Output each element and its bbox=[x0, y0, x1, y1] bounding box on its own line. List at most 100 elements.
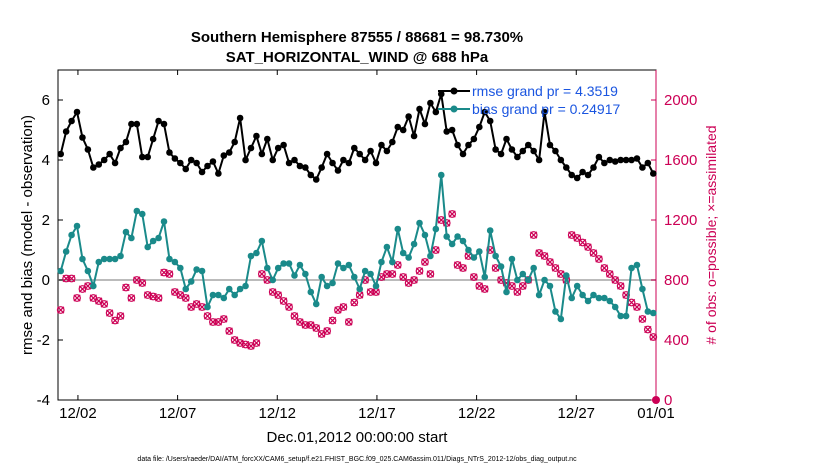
bias-point bbox=[492, 252, 499, 260]
rmse-point bbox=[432, 108, 440, 116]
bias-point bbox=[628, 264, 635, 272]
bias-point bbox=[323, 282, 331, 290]
rmse-point bbox=[503, 135, 510, 143]
possible-point bbox=[600, 264, 609, 272]
x-tick-label: 12/12 bbox=[258, 405, 296, 422]
possible-point bbox=[584, 243, 592, 251]
x-tick-label: 12/27 bbox=[557, 405, 595, 422]
assimilated-point bbox=[611, 276, 619, 284]
rmse-point bbox=[405, 113, 412, 120]
assimilated-point bbox=[394, 261, 402, 269]
bias-point bbox=[470, 254, 478, 261]
possible-point bbox=[116, 312, 125, 320]
bias-point bbox=[242, 282, 249, 290]
assimilated-point bbox=[203, 312, 212, 320]
rmse-point bbox=[394, 123, 402, 131]
rmse-point bbox=[198, 168, 206, 176]
rmse-point bbox=[514, 153, 521, 161]
bias-point bbox=[367, 270, 374, 278]
bias-point bbox=[432, 225, 440, 233]
bias-point bbox=[160, 218, 168, 225]
bias-point bbox=[595, 294, 603, 302]
assimilated-point bbox=[404, 279, 413, 287]
possible-point bbox=[285, 303, 293, 311]
assimilated-point bbox=[225, 327, 233, 335]
bias-point bbox=[524, 276, 532, 284]
assimilated-point bbox=[263, 276, 271, 284]
possible-point bbox=[366, 288, 375, 296]
rmse-point bbox=[258, 150, 266, 158]
assimilated-point bbox=[470, 273, 478, 281]
assimilated-point bbox=[78, 285, 87, 293]
rmse-point bbox=[524, 141, 532, 149]
bias-point bbox=[568, 294, 576, 302]
assimilated-point bbox=[437, 216, 445, 224]
assimilated-point bbox=[312, 324, 320, 332]
possible-point bbox=[105, 309, 114, 317]
possible-point bbox=[225, 327, 234, 335]
bias-point bbox=[606, 297, 614, 305]
assimilated-point bbox=[290, 312, 299, 320]
rmse-point bbox=[166, 149, 173, 156]
assimilated-point bbox=[513, 288, 522, 296]
bias-point bbox=[155, 234, 162, 242]
assimilated-point bbox=[73, 294, 81, 302]
assimilated-point bbox=[540, 252, 549, 260]
rmse-point bbox=[497, 150, 505, 158]
assimilated-point bbox=[649, 333, 657, 341]
bias-point bbox=[318, 273, 325, 281]
bias-point bbox=[73, 222, 81, 230]
chart-subtitle: SAT_HORIZONTAL_WIND @ 688 hPa bbox=[226, 49, 489, 66]
bias-point bbox=[231, 291, 238, 299]
x-axis-label: Dec.01,2012 00:00:00 start bbox=[267, 429, 449, 446]
bias-point bbox=[465, 246, 472, 254]
assimilated-point bbox=[214, 318, 223, 326]
bias-point bbox=[193, 266, 200, 273]
bias-point bbox=[285, 260, 293, 267]
rmse-point bbox=[318, 164, 325, 171]
bias-point bbox=[95, 258, 103, 266]
assimilated-point bbox=[557, 270, 565, 278]
rmse-point bbox=[128, 120, 135, 128]
rmse-point bbox=[149, 135, 157, 143]
y-left-tick-label: 2 bbox=[42, 212, 50, 229]
rmse-point bbox=[486, 117, 494, 125]
y-right-tick-label: 800 bbox=[664, 272, 689, 289]
assimilated-point bbox=[459, 264, 467, 272]
bias-point bbox=[138, 210, 146, 218]
y-axis-left: -4 -2 0 2 4 6 bbox=[37, 92, 63, 409]
assimilated-point bbox=[345, 318, 353, 326]
bias-point bbox=[345, 261, 353, 269]
bias-point bbox=[633, 261, 641, 269]
bias-point bbox=[372, 282, 380, 290]
assimilated-point bbox=[475, 282, 483, 290]
assimilated-point bbox=[318, 330, 326, 338]
y-left-tick-label: 4 bbox=[42, 152, 50, 169]
bias-point bbox=[111, 255, 119, 263]
bias-point bbox=[79, 255, 86, 263]
rmse-point bbox=[356, 150, 364, 158]
assimilated-point bbox=[279, 297, 288, 305]
chart-title: Southern Hemisphere 87555 / 88681 = 98.7… bbox=[191, 29, 523, 46]
bias-point bbox=[307, 288, 315, 296]
assimilated-point bbox=[165, 270, 174, 278]
y-left-tick-label: -2 bbox=[37, 332, 50, 349]
bias-point bbox=[280, 260, 287, 267]
rmse-point bbox=[62, 128, 70, 135]
assimilated-point bbox=[301, 321, 310, 329]
assimilated-point bbox=[258, 270, 266, 278]
assimilated-point bbox=[307, 321, 315, 329]
rmse-point bbox=[628, 156, 635, 164]
rmse-point bbox=[100, 156, 108, 164]
rmse-point bbox=[437, 90, 445, 98]
assimilated-point bbox=[633, 303, 641, 311]
assimilated-point bbox=[100, 300, 108, 308]
rmse-point bbox=[633, 155, 641, 162]
assimilated-point bbox=[426, 270, 435, 278]
assimilated-point bbox=[138, 279, 146, 287]
bias-point bbox=[639, 285, 646, 293]
rmse-point bbox=[470, 135, 478, 143]
bias-point bbox=[394, 225, 402, 233]
bias-point bbox=[302, 270, 309, 278]
